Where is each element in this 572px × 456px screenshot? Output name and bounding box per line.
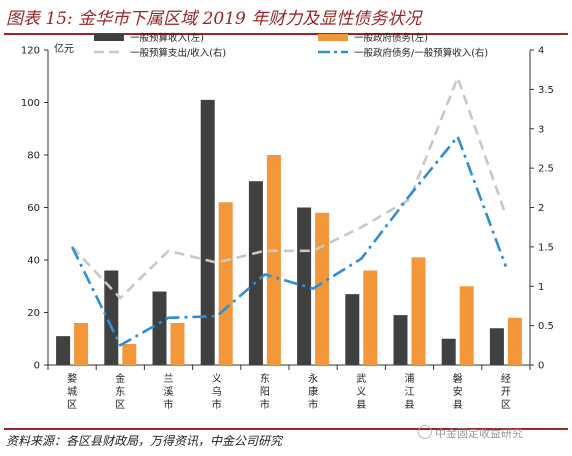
category-label-char: 经 <box>501 372 511 385</box>
line-expense-ratio <box>71 76 508 300</box>
bar-revenue <box>393 315 408 365</box>
category-label-char: 义 <box>212 373 222 385</box>
category-label-char: 东 <box>115 385 125 398</box>
category-label-char: 区 <box>115 399 125 411</box>
category-label-char: 武 <box>356 372 366 385</box>
footer-divider <box>4 428 568 430</box>
right-axis-tick-label: 0 <box>538 361 544 372</box>
left-axis-tick-label: 60 <box>27 203 40 214</box>
category-label-char: 义 <box>356 386 366 398</box>
bar-revenue <box>248 181 263 365</box>
right-axis-tick-label: 3 <box>538 124 544 135</box>
left-axis-tick-label: 0 <box>34 361 40 372</box>
category-label-char: 县 <box>356 399 366 411</box>
right-axis-tick-label: 3.5 <box>538 85 554 96</box>
line-debt-ratio <box>70 135 508 347</box>
category-label-char: 市 <box>164 398 174 411</box>
bar-revenue <box>56 336 71 365</box>
category-label-char: 磐 <box>453 372 463 385</box>
category-label-char: 市 <box>260 398 270 411</box>
bar-revenue <box>345 294 360 365</box>
left-axis-tick-label: 80 <box>27 151 40 162</box>
watermark-text: 中金固定收益研究 <box>435 427 523 440</box>
legend-label: 一般预算支出/收入(右) <box>130 47 226 59</box>
bar-debt <box>266 155 281 365</box>
left-axis-tick-label: 40 <box>27 256 40 267</box>
bar-revenue <box>489 328 504 365</box>
legend-label: 一般政府债务(左) <box>354 32 428 44</box>
right-axis-tick-label: 2 <box>538 203 544 214</box>
bar-revenue <box>152 291 167 365</box>
category-label-char: 溪 <box>164 386 174 398</box>
right-axis-tick-label: 4 <box>538 46 544 57</box>
bar-debt <box>74 323 89 365</box>
bar-debt <box>411 257 426 365</box>
bar-debt <box>122 344 137 365</box>
bar-debt <box>218 202 233 365</box>
category-label-char: 婺 <box>67 373 77 385</box>
category-label-char: 江 <box>405 386 415 398</box>
category-label-char: 安 <box>453 385 463 398</box>
left-axis-tick-label: 120 <box>21 46 40 57</box>
legend-label: 一般预算收入(左) <box>130 32 204 44</box>
category-label-char: 城 <box>67 386 77 398</box>
legend-swatch <box>318 34 348 41</box>
category-label-char: 县 <box>453 399 463 411</box>
left-axis-tick-label: 20 <box>27 308 40 319</box>
bar-debt <box>507 317 522 365</box>
category-label-char: 阳 <box>260 386 270 398</box>
bar-debt <box>315 212 330 365</box>
source-note: 资料来源：各区县财政局，万得资讯，中金公司研究 <box>6 434 283 448</box>
legend-swatch <box>94 34 124 41</box>
bar-revenue <box>200 99 215 365</box>
left-axis-tick-label: 100 <box>21 98 40 109</box>
right-axis-tick-label: 1 <box>538 282 544 293</box>
watermark-logo-icon <box>418 425 432 439</box>
category-label-char: 康 <box>308 385 318 398</box>
category-label-char: 兰 <box>164 372 174 385</box>
category-label-char: 开 <box>501 387 511 398</box>
bar-debt <box>459 286 474 365</box>
chart-title: 图表 15: 金华市下属区域 2019 年财力及显性债务状况 <box>6 9 422 29</box>
title-divider <box>4 33 568 35</box>
category-label-char: 东 <box>260 372 270 385</box>
category-label-char: 市 <box>308 398 318 411</box>
watermark: 中金固定收益研究 <box>418 425 523 441</box>
category-label-char: 市 <box>212 398 222 411</box>
bar-revenue <box>441 338 456 365</box>
right-axis-tick-label: 1.5 <box>538 242 554 253</box>
bar-revenue <box>104 270 119 365</box>
right-axis-tick-label: 0.5 <box>538 321 554 332</box>
category-label-char: 乌 <box>212 385 222 398</box>
left-axis-unit: 亿元 <box>54 42 74 55</box>
category-label-char: 浦 <box>405 372 415 385</box>
bar-debt <box>170 323 185 365</box>
category-label-char: 区 <box>501 399 511 411</box>
category-label-char: 县 <box>405 399 415 411</box>
right-axis-tick-label: 2.5 <box>538 164 554 175</box>
category-label-char: 永 <box>308 372 318 385</box>
category-label-char: 金 <box>115 372 125 385</box>
legend-label: 一般政府债务/一般预算收入(右) <box>354 47 488 59</box>
category-label-char: 区 <box>67 399 77 411</box>
bar-debt <box>363 270 378 365</box>
